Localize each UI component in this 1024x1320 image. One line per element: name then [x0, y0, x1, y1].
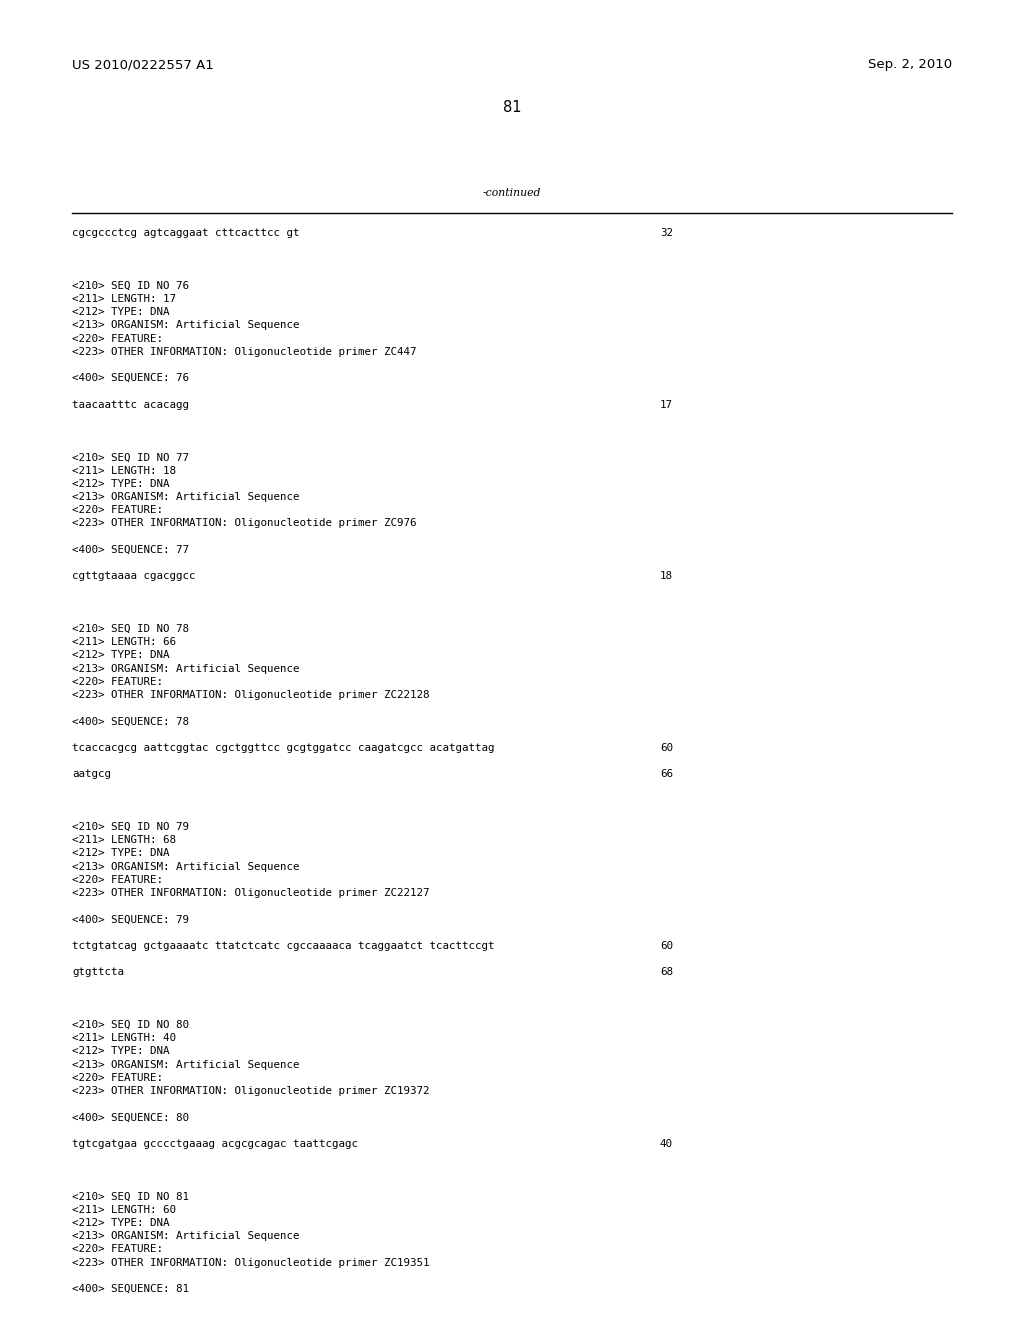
Text: <211> LENGTH: 40: <211> LENGTH: 40 — [72, 1034, 176, 1043]
Text: <223> OTHER INFORMATION: Oligonucleotide primer ZC22128: <223> OTHER INFORMATION: Oligonucleotide… — [72, 690, 429, 700]
Text: <213> ORGANISM: Artificial Sequence: <213> ORGANISM: Artificial Sequence — [72, 492, 299, 502]
Text: 32: 32 — [660, 228, 673, 238]
Text: cgcgccctcg agtcaggaat cttcacttcc gt: cgcgccctcg agtcaggaat cttcacttcc gt — [72, 228, 299, 238]
Text: <210> SEQ ID NO 79: <210> SEQ ID NO 79 — [72, 822, 189, 832]
Text: <220> FEATURE:: <220> FEATURE: — [72, 677, 163, 686]
Text: <220> FEATURE:: <220> FEATURE: — [72, 875, 163, 884]
Text: <213> ORGANISM: Artificial Sequence: <213> ORGANISM: Artificial Sequence — [72, 664, 299, 673]
Text: <400> SEQUENCE: 80: <400> SEQUENCE: 80 — [72, 1113, 189, 1122]
Text: 17: 17 — [660, 400, 673, 409]
Text: <400> SEQUENCE: 76: <400> SEQUENCE: 76 — [72, 374, 189, 383]
Text: <210> SEQ ID NO 81: <210> SEQ ID NO 81 — [72, 1192, 189, 1201]
Text: <400> SEQUENCE: 79: <400> SEQUENCE: 79 — [72, 915, 189, 924]
Text: <211> LENGTH: 60: <211> LENGTH: 60 — [72, 1205, 176, 1214]
Text: tcaccacgcg aattcggtac cgctggttcc gcgtggatcc caagatcgcc acatgattag: tcaccacgcg aattcggtac cgctggttcc gcgtgga… — [72, 743, 495, 752]
Text: <212> TYPE: DNA: <212> TYPE: DNA — [72, 308, 170, 317]
Text: 60: 60 — [660, 743, 673, 752]
Text: <211> LENGTH: 17: <211> LENGTH: 17 — [72, 294, 176, 304]
Text: <223> OTHER INFORMATION: Oligonucleotide primer ZC976: <223> OTHER INFORMATION: Oligonucleotide… — [72, 519, 417, 528]
Text: <223> OTHER INFORMATION: Oligonucleotide primer ZC447: <223> OTHER INFORMATION: Oligonucleotide… — [72, 347, 417, 356]
Text: <212> TYPE: DNA: <212> TYPE: DNA — [72, 1218, 170, 1228]
Text: <212> TYPE: DNA: <212> TYPE: DNA — [72, 1047, 170, 1056]
Text: <400> SEQUENCE: 77: <400> SEQUENCE: 77 — [72, 545, 189, 554]
Text: cgttgtaaaa cgacggcc: cgttgtaaaa cgacggcc — [72, 572, 196, 581]
Text: 66: 66 — [660, 770, 673, 779]
Text: <211> LENGTH: 18: <211> LENGTH: 18 — [72, 466, 176, 475]
Text: <210> SEQ ID NO 80: <210> SEQ ID NO 80 — [72, 1020, 189, 1030]
Text: <220> FEATURE:: <220> FEATURE: — [72, 1245, 163, 1254]
Text: 81: 81 — [503, 100, 521, 115]
Text: -continued: -continued — [482, 187, 542, 198]
Text: US 2010/0222557 A1: US 2010/0222557 A1 — [72, 58, 214, 71]
Text: <211> LENGTH: 66: <211> LENGTH: 66 — [72, 638, 176, 647]
Text: <220> FEATURE:: <220> FEATURE: — [72, 506, 163, 515]
Text: taacaatttc acacagg: taacaatttc acacagg — [72, 400, 189, 409]
Text: <210> SEQ ID NO 77: <210> SEQ ID NO 77 — [72, 453, 189, 462]
Text: gtgttcta: gtgttcta — [72, 968, 124, 977]
Text: <223> OTHER INFORMATION: Oligonucleotide primer ZC22127: <223> OTHER INFORMATION: Oligonucleotide… — [72, 888, 429, 898]
Text: <210> SEQ ID NO 76: <210> SEQ ID NO 76 — [72, 281, 189, 290]
Text: tctgtatcag gctgaaaatc ttatctcatc cgccaaaaca tcaggaatct tcacttccgt: tctgtatcag gctgaaaatc ttatctcatc cgccaaa… — [72, 941, 495, 950]
Text: 18: 18 — [660, 572, 673, 581]
Text: <213> ORGANISM: Artificial Sequence: <213> ORGANISM: Artificial Sequence — [72, 1232, 299, 1241]
Text: <220> FEATURE:: <220> FEATURE: — [72, 1073, 163, 1082]
Text: 60: 60 — [660, 941, 673, 950]
Text: <223> OTHER INFORMATION: Oligonucleotide primer ZC19351: <223> OTHER INFORMATION: Oligonucleotide… — [72, 1258, 429, 1267]
Text: <212> TYPE: DNA: <212> TYPE: DNA — [72, 651, 170, 660]
Text: <223> OTHER INFORMATION: Oligonucleotide primer ZC19372: <223> OTHER INFORMATION: Oligonucleotide… — [72, 1086, 429, 1096]
Text: <213> ORGANISM: Artificial Sequence: <213> ORGANISM: Artificial Sequence — [72, 321, 299, 330]
Text: <212> TYPE: DNA: <212> TYPE: DNA — [72, 849, 170, 858]
Text: Sep. 2, 2010: Sep. 2, 2010 — [868, 58, 952, 71]
Text: <213> ORGANISM: Artificial Sequence: <213> ORGANISM: Artificial Sequence — [72, 862, 299, 871]
Text: 68: 68 — [660, 968, 673, 977]
Text: <220> FEATURE:: <220> FEATURE: — [72, 334, 163, 343]
Text: tgtcgatgaa gcccctgaaag acgcgcagac taattcgagc: tgtcgatgaa gcccctgaaag acgcgcagac taattc… — [72, 1139, 358, 1148]
Text: <400> SEQUENCE: 78: <400> SEQUENCE: 78 — [72, 717, 189, 726]
Text: <213> ORGANISM: Artificial Sequence: <213> ORGANISM: Artificial Sequence — [72, 1060, 299, 1069]
Text: 40: 40 — [660, 1139, 673, 1148]
Text: <212> TYPE: DNA: <212> TYPE: DNA — [72, 479, 170, 488]
Text: <400> SEQUENCE: 81: <400> SEQUENCE: 81 — [72, 1284, 189, 1294]
Text: <210> SEQ ID NO 78: <210> SEQ ID NO 78 — [72, 624, 189, 634]
Text: <211> LENGTH: 68: <211> LENGTH: 68 — [72, 836, 176, 845]
Text: aatgcg: aatgcg — [72, 770, 111, 779]
